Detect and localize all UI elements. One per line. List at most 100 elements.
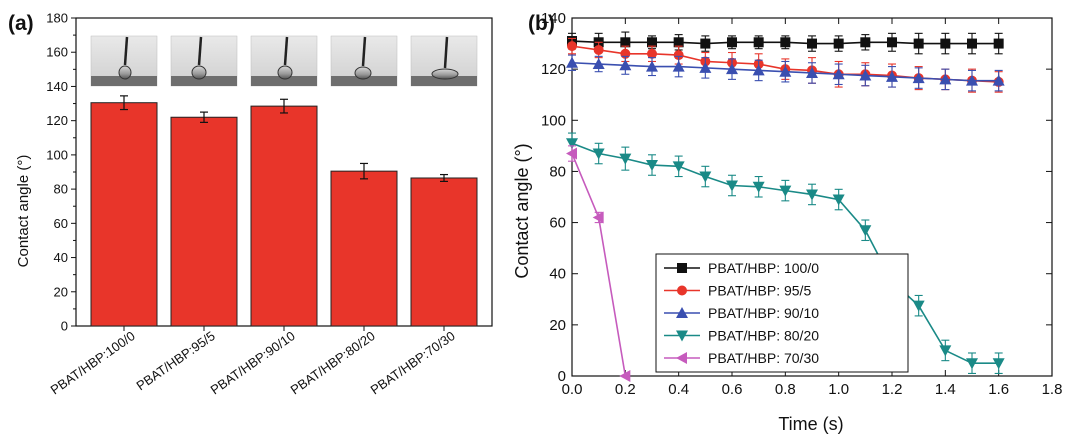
- droplet: [354, 66, 372, 80]
- data-point: [619, 59, 632, 71]
- data-point: [672, 60, 685, 72]
- data-point: [912, 72, 925, 84]
- data-point: [620, 37, 631, 48]
- panel-a-ytick-label: 0: [61, 319, 68, 334]
- data-point: [752, 64, 765, 76]
- data-point: [859, 225, 872, 237]
- legend-marker: [677, 263, 687, 273]
- panel-a-ytick-label: 140: [46, 79, 68, 94]
- data-point: [567, 41, 577, 52]
- panel-a-ytick-label: 180: [46, 11, 68, 26]
- data-point: [780, 37, 791, 48]
- data-point: [966, 358, 978, 370]
- panel-b-xtick-label: 0.6: [722, 381, 743, 398]
- data-point: [967, 38, 977, 49]
- panel-b-xtick-label: 0.2: [615, 381, 636, 398]
- needle: [443, 36, 449, 69]
- needle: [197, 36, 203, 66]
- legend-item: PBAT/HBP: 80/20: [664, 328, 819, 344]
- data-point: [726, 63, 738, 75]
- panel-b-series: [566, 31, 1005, 382]
- panel-b-ytick-label: 0: [558, 368, 566, 385]
- data-point: [566, 56, 578, 68]
- data-point: [726, 180, 738, 192]
- droplet: [118, 65, 132, 80]
- data-point: [833, 38, 844, 49]
- data-point: [807, 38, 817, 49]
- needle: [123, 36, 129, 66]
- data-point: [727, 37, 737, 48]
- substrate: [91, 76, 157, 86]
- legend-label: PBAT/HBP: 70/30: [708, 350, 819, 366]
- legend-item: PBAT/HBP: 70/30: [664, 350, 819, 366]
- panel-b-ylabel: Contact angle (°): [512, 143, 532, 278]
- data-point: [912, 300, 925, 312]
- droplet: [277, 65, 293, 80]
- panel-b-legend: PBAT/HBP: 100/0 PBAT/HBP: 95/5 PBAT/HBP: 9…: [655, 253, 909, 373]
- data-point: [673, 37, 684, 48]
- bar: [410, 177, 478, 327]
- panel-a-ytick-label: 60: [54, 216, 68, 231]
- substrate: [251, 76, 317, 86]
- data-point: [619, 153, 632, 165]
- series-4: [566, 145, 631, 382]
- series-2: [566, 54, 1005, 92]
- panel-b-xlabel: Time (s): [778, 414, 843, 434]
- data-point: [779, 185, 792, 197]
- category-label: PBAT/HBP:80/20: [288, 328, 378, 397]
- data-point: [592, 148, 605, 160]
- legend-label: PBAT/HBP: 90/10: [708, 305, 819, 321]
- panel-b-xtick-label: 0.8: [775, 381, 796, 398]
- data-point: [752, 181, 765, 193]
- legend-label: PBAT/HBP: 80/20: [708, 328, 819, 344]
- panel-b-axes: 0.0 0.2 0.4 0.6 0.8 1.0 1.2 1.4 1.6 1.8 0 20 40 60 80 1…: [541, 10, 1062, 398]
- data-point: [647, 48, 657, 59]
- panel-b-ytick-label: 40: [549, 266, 566, 283]
- panel-b-ytick-label: 80: [549, 163, 566, 180]
- panel-b-ytick-label: 20: [549, 317, 566, 334]
- panel-b-ytick-label: 120: [541, 61, 566, 78]
- droplet: [191, 65, 207, 80]
- data-point: [753, 37, 764, 48]
- data-point: [619, 370, 631, 382]
- legend-marker: [677, 285, 687, 296]
- data-point: [887, 37, 897, 48]
- data-point: [859, 69, 872, 81]
- panel-a-ytick-label: 100: [46, 147, 68, 162]
- data-point: [832, 68, 845, 80]
- panel-a-ytick-label: 40: [54, 250, 68, 265]
- data-point: [966, 74, 978, 86]
- panel-a-ytick-label: 160: [46, 45, 68, 60]
- legend-marker: [676, 330, 688, 342]
- data-point: [566, 138, 578, 150]
- data-point: [673, 50, 684, 61]
- data-point: [700, 38, 711, 49]
- substrate: [331, 76, 397, 86]
- bar: [90, 102, 158, 327]
- panel-b-ytick-label: 140: [541, 10, 566, 27]
- series-3: [566, 132, 1005, 374]
- panel-b-xtick-label: 1.8: [1042, 381, 1063, 398]
- legend-marker: [676, 352, 687, 364]
- panel-b-xtick-label: 0.4: [668, 381, 689, 398]
- data-point: [779, 65, 792, 77]
- data-point: [913, 38, 924, 49]
- data-point: [646, 160, 658, 172]
- legend-item: PBAT/HBP: 95/5: [664, 283, 811, 299]
- panel-a-ytick-label: 120: [46, 113, 68, 128]
- bar: [250, 105, 318, 327]
- substrate: [411, 76, 477, 86]
- panel-a-label: (a): [8, 12, 34, 35]
- legend-item: PBAT/HBP: 90/10: [664, 305, 819, 321]
- data-point: [940, 38, 951, 49]
- data-point: [647, 37, 657, 48]
- data-point: [939, 73, 952, 85]
- data-point: [992, 358, 1005, 370]
- legend-marker: [676, 307, 688, 318]
- data-point: [992, 74, 1005, 86]
- data-point: [806, 66, 818, 78]
- legend-label: PBAT/HBP: 100/0: [708, 260, 819, 276]
- data-point: [646, 60, 658, 72]
- data-point: [939, 345, 952, 357]
